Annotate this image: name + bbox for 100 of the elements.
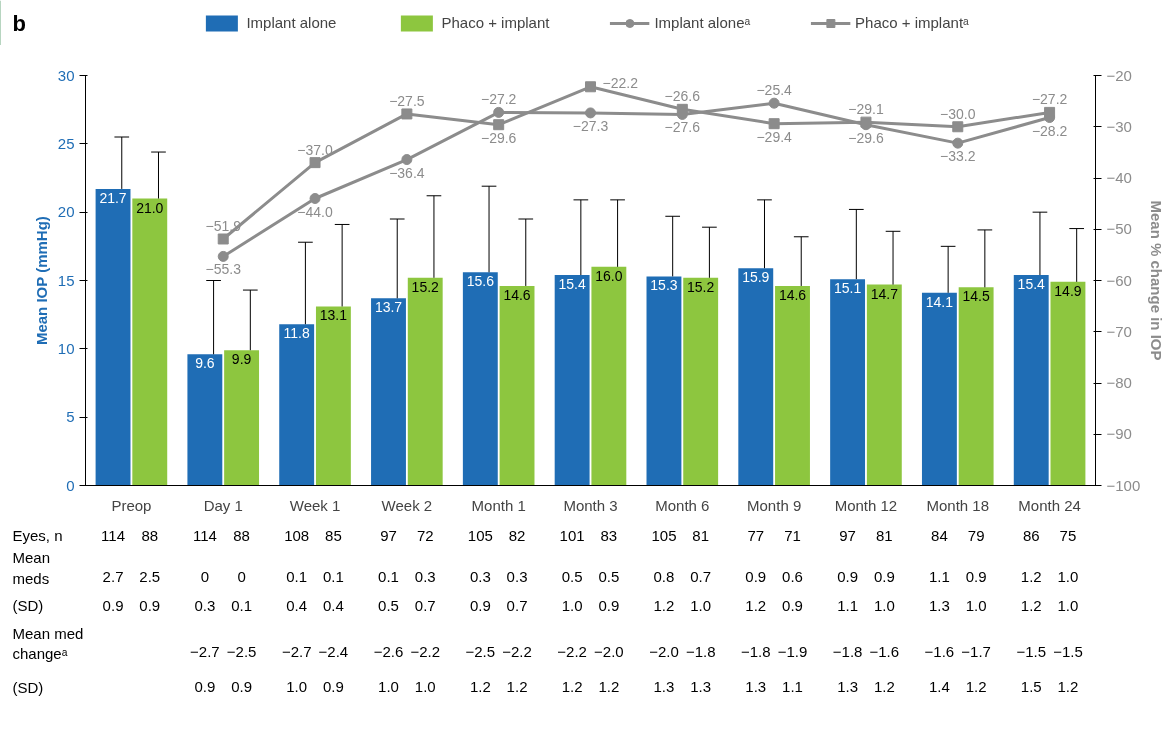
y-tick-label: 30	[57, 66, 75, 84]
bar	[371, 298, 406, 486]
y-tick-label: 25	[57, 134, 75, 152]
point	[952, 121, 964, 133]
legend-label: Phaco + implant	[441, 14, 550, 31]
data-label: −27.3	[572, 117, 609, 134]
data-label: 15.1	[833, 280, 862, 297]
data-label: 11.8	[283, 325, 310, 342]
bar	[315, 306, 351, 486]
data-label: 14.5	[962, 288, 990, 305]
point	[768, 97, 780, 109]
data-label: −29.1	[848, 101, 884, 118]
data-label: −29.6	[848, 129, 884, 146]
x-tick-label: Month 6	[655, 496, 710, 514]
y2-tick-label: −100	[1106, 476, 1141, 494]
bar	[1050, 281, 1086, 486]
point	[401, 154, 413, 166]
y2-tick-label: −70	[1106, 322, 1132, 340]
y-tick-label: 20	[57, 203, 75, 221]
y-tick-label: 0	[66, 476, 75, 494]
text: 2.7 2.5 0 0 0.1 0.1 0.1 0.3 0.3 0.3 0.5 0.5 0.8 0.7 0.9 0.6 0.9 0.9 1.1 0.9 1.2 1.0	[102, 567, 1079, 585]
text: (SD)	[12, 678, 44, 696]
data-label: 14.6	[503, 286, 531, 303]
y-tick-label: 10	[57, 339, 75, 357]
data-label: 15.2	[411, 278, 440, 295]
text: 0.9 0.9 0.3 0.1 0.4 0.4 0.5 0.7 0.9 0.7 1.0 0.9 1.2 1.0 1.2 0.9 1.1 1.0 1.3 1.0 1.2 1.0	[102, 596, 1079, 614]
y2-tick-label: −80	[1106, 374, 1132, 391]
data-label: −27.2	[1031, 91, 1068, 108]
x-tick-label: Month 12	[834, 496, 898, 514]
data-label: −27.6	[664, 119, 701, 136]
data-label: −29.6	[480, 129, 517, 146]
data-label: 15.4	[1017, 276, 1046, 293]
legend-label: Implant alone	[246, 14, 337, 31]
bar	[224, 350, 260, 486]
bar	[958, 287, 994, 486]
data-label: 15.6	[466, 273, 495, 290]
bar	[407, 277, 443, 486]
data-label: 14.9	[1054, 282, 1082, 299]
bar	[738, 268, 774, 486]
y-axis-title: Mean IOP (mmHg)	[32, 216, 50, 346]
x-tick-label: Month 18	[926, 496, 990, 514]
x-tick-label: Month 9	[747, 496, 802, 514]
y2-axis-title: Mean % change in IOP	[1148, 200, 1166, 361]
bar	[775, 285, 810, 486]
bar	[462, 272, 498, 486]
bar	[830, 279, 866, 486]
text: (SD)	[12, 597, 44, 615]
point	[768, 118, 780, 130]
y2-tick-label: −40	[1106, 169, 1132, 186]
y-tick-label: 15	[57, 271, 75, 289]
bar	[95, 188, 131, 486]
point	[952, 137, 964, 149]
data-label: −27.2	[480, 91, 517, 108]
data-label: 15.3	[650, 277, 678, 294]
data-label: −33.2	[940, 148, 976, 165]
bar	[499, 285, 535, 486]
data-label: 21.0	[136, 199, 164, 216]
data-label: 15.4	[558, 276, 586, 293]
data-label: −22.2	[602, 74, 639, 91]
text: Mean med changeᵃ	[12, 624, 84, 663]
bar	[591, 266, 627, 486]
y2-tick-label: −60	[1106, 271, 1132, 289]
point	[217, 233, 229, 245]
data-label: 16.0	[595, 267, 623, 284]
y-tick-label: 5	[66, 408, 75, 426]
point	[309, 157, 321, 169]
bar	[646, 276, 682, 486]
data-label: −36.4	[389, 164, 425, 181]
x-tick-label: Month 24	[1018, 496, 1081, 514]
data-label: −25.4	[756, 82, 793, 99]
data-label: 13.1	[319, 307, 348, 324]
point	[585, 107, 596, 119]
y2-tick-label: −20	[1106, 66, 1132, 84]
y2-tick-label: −50	[1106, 220, 1132, 238]
data-label: 14.7	[870, 285, 899, 302]
data-label: −55.3	[205, 261, 242, 278]
point	[1044, 106, 1056, 118]
bar	[866, 284, 902, 486]
legend-label: Implant aloneᵃ	[654, 14, 751, 31]
data-label: 15.2	[687, 278, 715, 295]
text: 0.9 0.9 1.0 0.9 1.0 1.0 1.2 1.2 1.2 1.2 1.3 1.3 1.3 1.1 1.3 1.2 1.4 1.2 1.5 1.2	[194, 678, 1079, 696]
bar	[132, 198, 168, 486]
data-label: 13.7	[374, 299, 403, 316]
data-label: 14.1	[925, 293, 954, 310]
x-tick-label: Month 3	[563, 496, 618, 514]
data-label: −44.0	[297, 203, 333, 220]
data-label: 15.9	[742, 269, 770, 286]
data-label: −30.0	[940, 105, 976, 122]
data-label: 21.7	[99, 189, 127, 206]
text: Mean meds	[12, 549, 51, 587]
legend-label: Phaco + implantᵃ	[855, 14, 969, 31]
chart-title: b	[12, 10, 26, 36]
x-tick-label: Month 1	[471, 496, 526, 514]
bar	[921, 292, 957, 486]
point	[217, 250, 229, 262]
data-label: 14.6	[778, 286, 807, 303]
y2-tick-label: −30	[1106, 117, 1132, 135]
bar	[279, 324, 315, 486]
point	[493, 106, 505, 118]
point	[401, 108, 413, 120]
